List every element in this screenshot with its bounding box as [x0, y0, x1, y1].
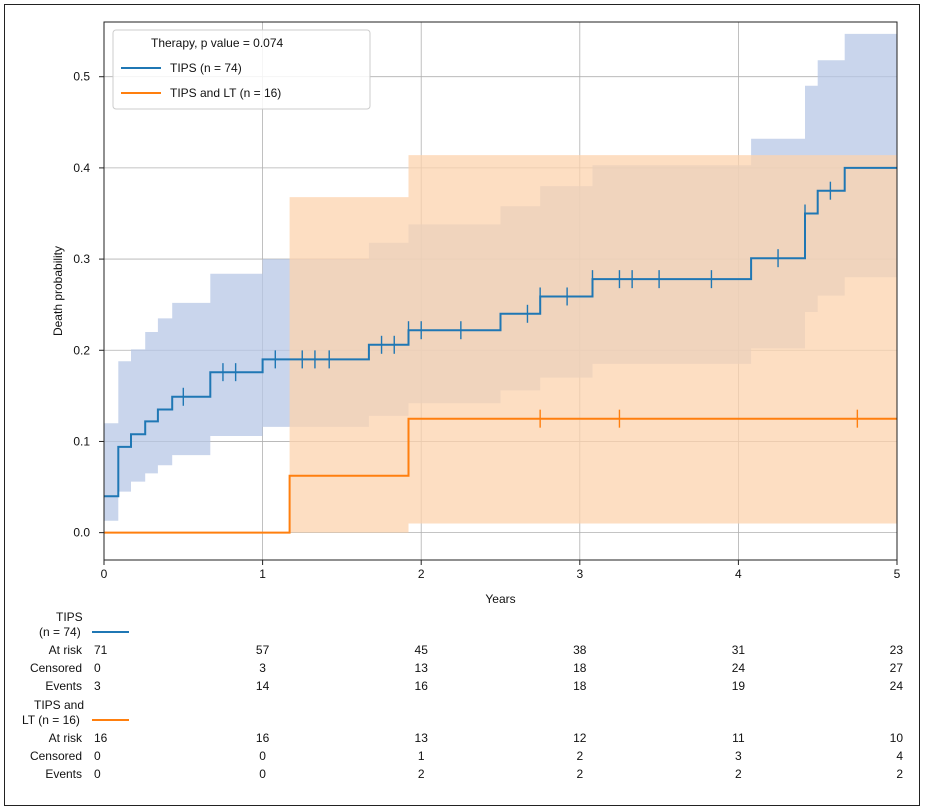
- risk-cell: 2: [576, 767, 583, 781]
- risk-cell: 27: [890, 661, 904, 675]
- risk-cell: 2: [576, 749, 583, 763]
- risk-cell: 18: [573, 661, 587, 675]
- risk-cell: 2: [418, 767, 425, 781]
- x-tick-label: 2: [418, 567, 425, 581]
- x-tick-label: 5: [894, 567, 901, 581]
- risk-cell: 13: [415, 731, 429, 745]
- x-tick-label: 0: [101, 567, 108, 581]
- legend-title: Therapy, p value = 0.074: [151, 36, 284, 50]
- risk-cell: 4: [896, 749, 903, 763]
- risk-cell: 0: [259, 767, 266, 781]
- risk-cell: 3: [259, 661, 266, 675]
- risk-cell: 13: [415, 661, 429, 675]
- risk-group-label: (n = 74): [39, 625, 81, 639]
- ci-band-tips-lt: [289, 155, 898, 533]
- legend-label-tips-lt: TIPS and LT (n = 16): [170, 86, 281, 100]
- risk-cell: 2: [735, 767, 742, 781]
- risk-cell: 23: [890, 643, 904, 657]
- x-tick-label: 4: [735, 567, 742, 581]
- risk-cell: 0: [94, 749, 101, 763]
- figure-frame: [4, 4, 920, 806]
- risk-cell: 0: [259, 749, 266, 763]
- risk-cell: 3: [94, 679, 101, 693]
- risk-cell: 71: [94, 643, 108, 657]
- risk-cell: 38: [573, 643, 587, 657]
- risk-cell: 1: [418, 749, 425, 763]
- risk-group-label: LT (n = 16): [22, 713, 80, 727]
- risk-cell: 12: [573, 731, 587, 745]
- risk-group-label: TIPS and: [34, 698, 84, 712]
- legend-label-tips: TIPS (n = 74): [170, 61, 242, 75]
- risk-cell: 16: [94, 731, 108, 745]
- risk-cell: 10: [890, 731, 904, 745]
- y-axis-label: Death probability: [51, 246, 65, 336]
- risk-cell: 57: [256, 643, 270, 657]
- risk-cell: 16: [256, 731, 270, 745]
- risk-cell: 0: [94, 767, 101, 781]
- risk-cell: 14: [256, 679, 270, 693]
- legend-box: [112, 29, 371, 110]
- risk-group-label: TIPS: [56, 610, 83, 624]
- y-tick-label: 0.0: [73, 526, 90, 540]
- risk-cell: 18: [573, 679, 587, 693]
- risk-row-label: At risk: [49, 643, 83, 657]
- y-tick-label: 0.2: [73, 343, 90, 357]
- y-tick-label: 0.1: [73, 434, 90, 448]
- risk-row-label: Events: [45, 767, 82, 781]
- y-tick-label: 0.5: [73, 70, 90, 84]
- risk-cell: 31: [732, 643, 746, 657]
- risk-cell: 19: [732, 679, 746, 693]
- y-tick-label: 0.4: [73, 161, 90, 175]
- risk-cell: 0: [94, 661, 101, 675]
- series-line-tips-lt: [104, 417, 897, 534]
- x-tick-label: 3: [576, 567, 583, 581]
- risk-cell: 24: [890, 679, 904, 693]
- risk-row-label: Censored: [30, 661, 82, 675]
- risk-cell: 16: [415, 679, 429, 693]
- risk-cell: 3: [735, 749, 742, 763]
- series-line-tips: [104, 166, 897, 498]
- x-axis-label: Years: [485, 592, 515, 606]
- risk-cell: 11: [732, 731, 745, 745]
- risk-row-label: Events: [45, 679, 82, 693]
- x-tick-label: 1: [259, 567, 266, 581]
- risk-row-label: Censored: [30, 749, 82, 763]
- risk-cell: 24: [732, 661, 746, 675]
- axes-frame: [103, 21, 898, 561]
- risk-row-label: At risk: [49, 731, 83, 745]
- risk-cell: 45: [415, 643, 429, 657]
- risk-cell: 2: [896, 767, 903, 781]
- y-tick-label: 0.3: [73, 252, 90, 266]
